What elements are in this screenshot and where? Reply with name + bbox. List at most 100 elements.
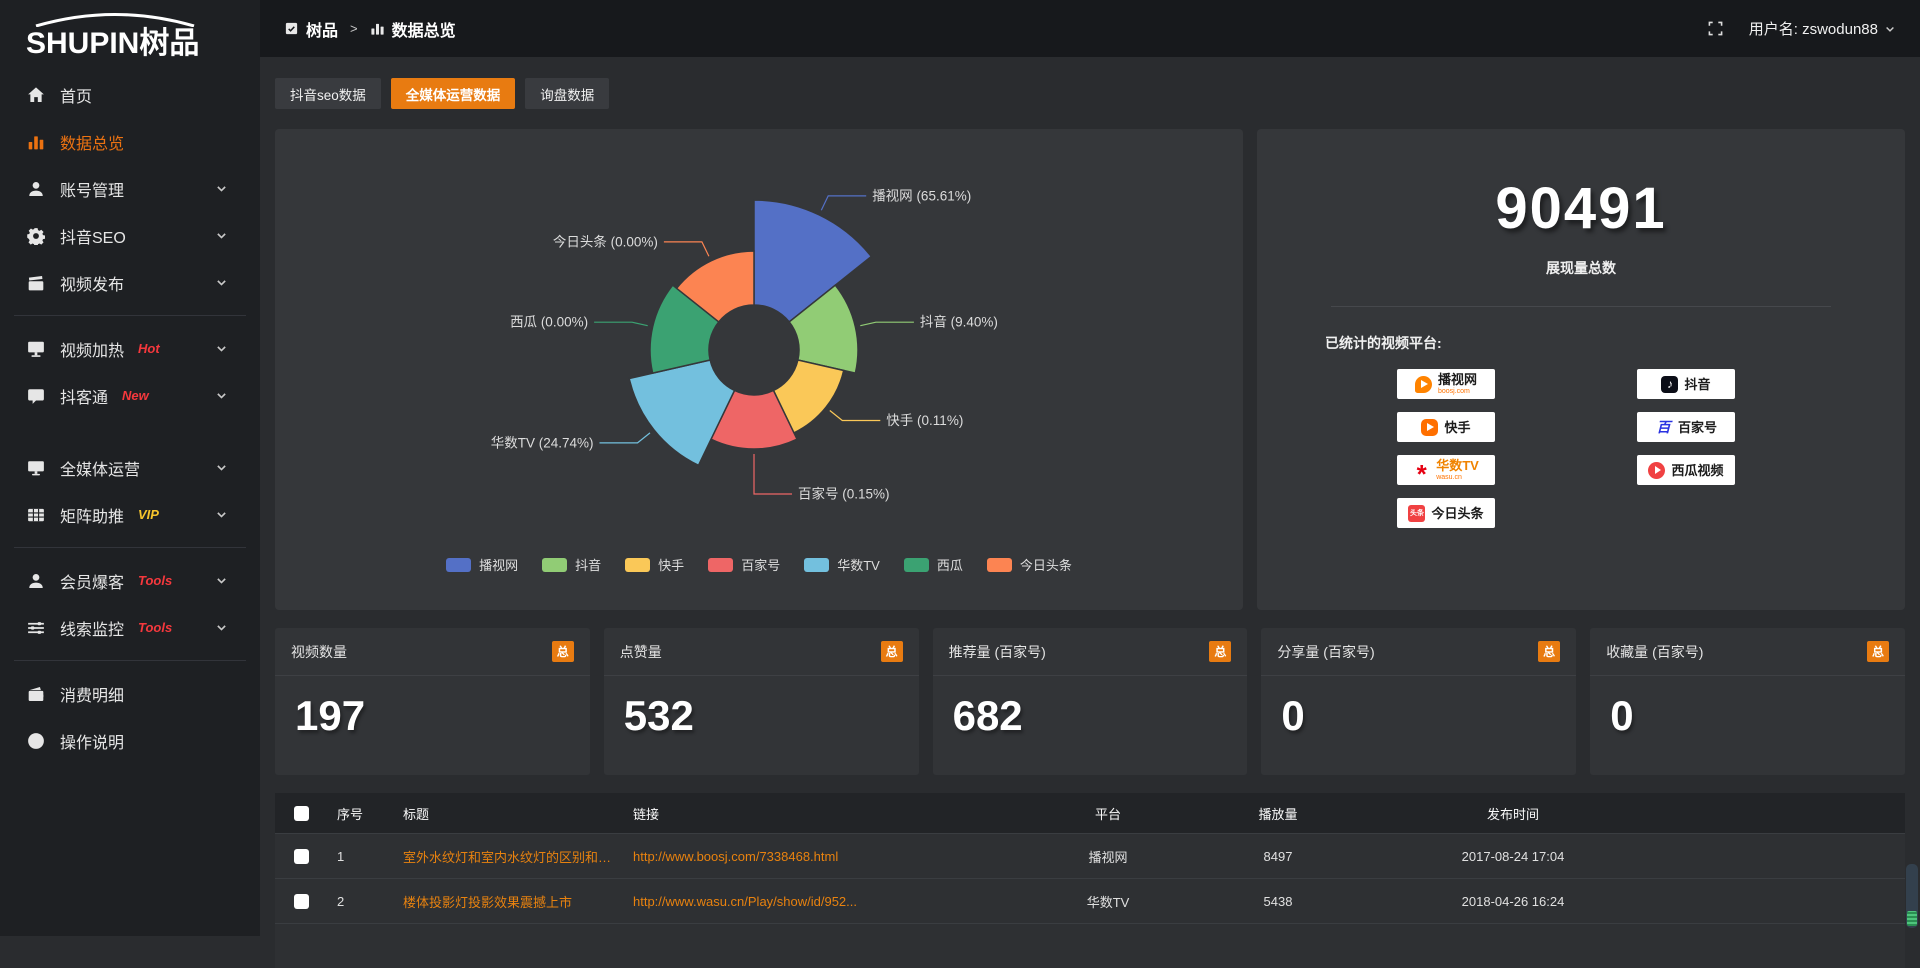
stat-card-1: 视频数量 总 197	[275, 628, 590, 775]
breadcrumb-page: 数据总览	[391, 22, 456, 40]
legend-swatch	[625, 557, 651, 572]
pie-slice-6[interactable]	[649, 284, 720, 374]
sidebar-item-label: 视频加热	[60, 342, 125, 360]
chart-legend: 播视网 抖音 快手 百家号 华数TV 西瓜 今日头条	[275, 555, 1243, 574]
sidebar-item-tag: VIP	[138, 507, 159, 522]
home-icon	[27, 86, 45, 104]
tab-all-media-operation-data[interactable]: 全媒体运营数据	[390, 78, 516, 109]
user-icon	[27, 180, 45, 198]
pie-label: 快手 (0.11%)	[886, 413, 963, 428]
sidebar-item-douyin-seo[interactable]: 抖音SEO	[0, 212, 260, 259]
row-checkbox[interactable]	[293, 893, 309, 909]
legend-item-1[interactable]: 播视网	[446, 555, 518, 574]
chevron-down-icon[interactable]	[1884, 23, 1896, 35]
select-all-checkbox[interactable]	[293, 805, 309, 821]
douyin-logo-icon: ♪	[1661, 375, 1679, 393]
sidebar: SHUPIN树品 首页数据总览账号管理抖音SEO 视频发布视频加热 Hot 抖客通 Ne…	[0, 0, 260, 936]
stat-card-title: 点赞量	[619, 643, 662, 660]
total-badge[interactable]: 总	[1209, 641, 1232, 662]
sidebar-divider	[14, 547, 246, 548]
row-checkbox[interactable]	[293, 848, 309, 864]
legend-swatch	[804, 557, 830, 572]
sidebar-divider	[14, 660, 246, 661]
platform-badge-label: 百家号	[1677, 419, 1717, 435]
video-publish-icon	[27, 274, 45, 292]
platform-badge-sublabel: wasu.cn	[1436, 474, 1462, 481]
legend-item-7[interactable]: 今日头条	[986, 555, 1072, 574]
legend-item-4[interactable]: 百家号	[708, 555, 780, 574]
row-publish-time: 2017-08-24 17:04	[1461, 848, 1565, 864]
row-title-link[interactable]: 楼体投影灯投影效果震撼上市	[403, 894, 573, 910]
svg-text:?: ?	[33, 735, 40, 747]
sidebar-item-operation-guide[interactable]: ? 操作说明	[0, 717, 260, 764]
sidebar-item-data-overview[interactable]: 数据总览	[0, 118, 260, 165]
total-badge[interactable]: 总	[1538, 641, 1561, 662]
chevron-down-icon	[215, 461, 228, 474]
sidebar-item-all-media-operation[interactable]: 全媒体运营	[0, 444, 260, 491]
videos-table: 序号 标题 链接 平台 播放量 发布时间 1 室外水纹灯和室内水纹灯的区别和简介 http://…	[275, 793, 1905, 968]
pie-label: 西瓜 (0.00%)	[510, 315, 588, 330]
legend-item-6[interactable]: 西瓜	[903, 555, 963, 574]
chevron-down-icon	[215, 276, 228, 289]
sidebar-item-home[interactable]: 首页	[0, 71, 260, 118]
sidebar-item-video-heating[interactable]: 视频加热 Hot	[0, 325, 260, 372]
chevron-down-icon	[215, 229, 228, 242]
impressions-panel: 90491 展现量总数 已统计的视频平台: 播视网 boosj.com ♪ 抖音 快手 百…	[1257, 129, 1905, 610]
impressions-total-label: 展现量总数	[1546, 260, 1616, 276]
breadcrumb-app[interactable]: 树品	[306, 22, 339, 40]
row-title-link[interactable]: 室外水纹灯和室内水纹灯的区别和简介	[403, 849, 623, 865]
scrollbar-thumb[interactable]	[1906, 864, 1918, 928]
stat-card-value: 0	[1281, 692, 1305, 739]
username-label[interactable]: 用户名: zswodun88	[1748, 21, 1878, 38]
sidebar-item-account-management[interactable]: 账号管理	[0, 165, 260, 212]
sidebar-item-matrix-boost[interactable]: 矩阵助推 VIP	[0, 491, 260, 538]
table-row-1: 1 室外水纹灯和室内水纹灯的区别和简介 http://www.boosj.com/7…	[275, 833, 1905, 878]
fullscreen-icon[interactable]	[1708, 21, 1723, 36]
pie-label: 今日头条 (0.00%)	[553, 233, 658, 249]
sidebar-item-video-publish[interactable]: 视频发布	[0, 259, 260, 306]
tab-douyin-seo-data[interactable]: 抖音seo数据	[275, 78, 381, 109]
table-row-2: 2 楼体投影灯投影效果震撼上市 http://www.wasu.cn/Play/sh…	[275, 878, 1905, 923]
table-header-row: 序号 标题 链接 平台 播放量 发布时间	[275, 793, 1905, 833]
pie-slice-7[interactable]	[675, 250, 755, 323]
chevron-down-icon	[215, 342, 228, 355]
main-content: 抖音seo数据 全媒体运营数据 询盘数据 播视网 (65.61%) 抖音 (9.40%…	[260, 57, 1920, 968]
logo-text: SHUPIN树品	[26, 27, 200, 60]
row-no: 2	[337, 893, 345, 909]
total-badge[interactable]: 总	[1866, 641, 1889, 662]
row-url-link[interactable]: http://www.boosj.com/7338468.html	[633, 848, 839, 864]
platform-badge-label: 今日头条	[1431, 505, 1484, 521]
sidebar-item-label: 抖音SEO	[60, 229, 126, 247]
topbar-right: 用户名: zswodun88	[1708, 18, 1896, 39]
sidebar-item-tag: Hot	[138, 341, 160, 356]
sidebar-item-consumption-detail[interactable]: 消费明细	[0, 670, 260, 717]
stat-card-title: 收藏量 (百家号)	[1606, 643, 1704, 660]
sidebar-item-doukotong[interactable]: 抖客通 New	[0, 372, 260, 419]
platform-badge-label: 华数TV	[1436, 458, 1479, 473]
sidebar-item-member-baoke[interactable]: 会员爆客 Tools	[0, 557, 260, 604]
platform-badge-sublabel: boosj.com	[1437, 388, 1470, 395]
legend-item-5[interactable]: 华数TV	[804, 555, 880, 574]
sidebar-item-label: 数据总览	[60, 135, 125, 153]
sidebar-item-label: 消费明细	[60, 687, 125, 705]
row-checkbox-cell	[275, 893, 327, 909]
sidebar-item-label: 抖客通	[60, 389, 109, 407]
row-url-link[interactable]: http://www.wasu.cn/Play/show/id/952...	[633, 893, 857, 909]
legend-label: 抖音	[575, 558, 602, 573]
stat-card-value: 682	[952, 692, 1023, 739]
row-no: 1	[337, 848, 345, 864]
pie-slice-5[interactable]	[628, 359, 736, 467]
grid-icon	[27, 506, 45, 524]
pie-slice-2[interactable]	[788, 284, 859, 374]
legend-item-2[interactable]: 抖音	[542, 555, 601, 574]
total-badge[interactable]: 总	[551, 641, 574, 662]
sidebar-item-clue-monitor[interactable]: 线索监控 Tools	[0, 604, 260, 651]
total-badge[interactable]: 总	[880, 641, 903, 662]
question-icon: ?	[27, 732, 45, 750]
legend-item-3[interactable]: 快手	[625, 555, 684, 574]
legend-label: 快手	[658, 558, 685, 573]
platform-badge-douyin: ♪ 抖音	[1637, 369, 1735, 399]
wasu-logo-icon: *	[1416, 459, 1427, 489]
pie-slice-1[interactable]	[753, 199, 873, 323]
tab-inquiry-data[interactable]: 询盘数据	[525, 78, 610, 109]
